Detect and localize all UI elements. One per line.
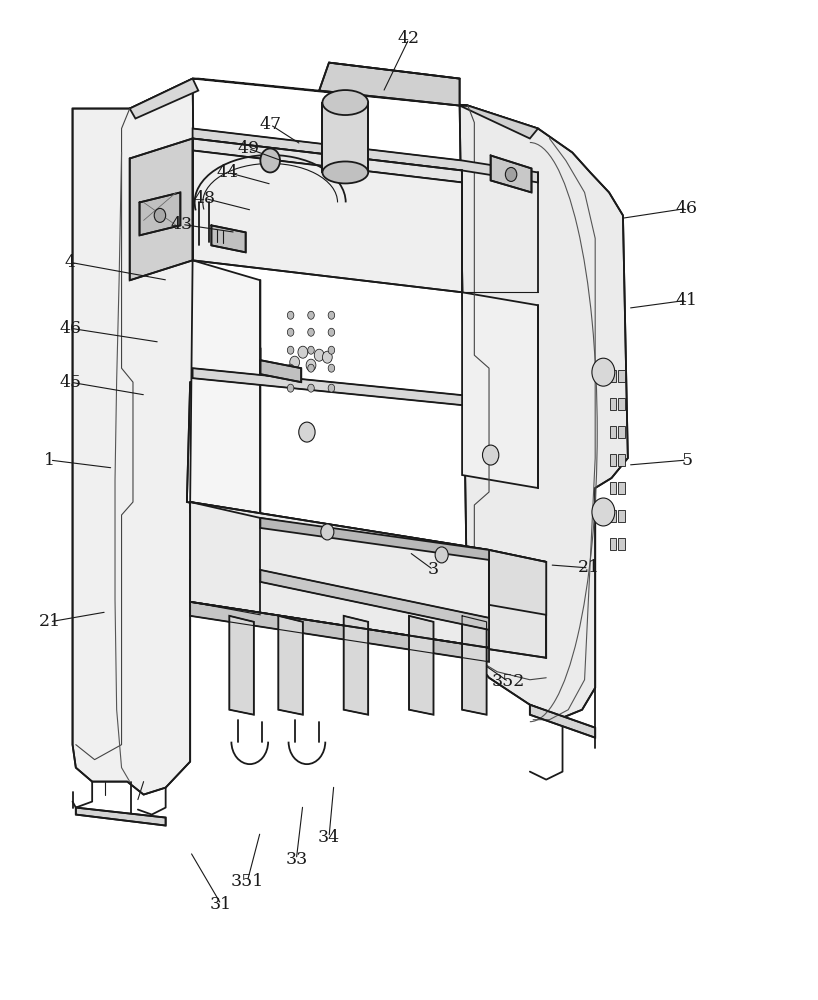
Circle shape (287, 384, 294, 392)
Polygon shape (462, 292, 538, 488)
Circle shape (314, 349, 324, 361)
Polygon shape (260, 360, 301, 382)
Polygon shape (278, 616, 303, 715)
Text: 43: 43 (171, 216, 193, 233)
Circle shape (287, 311, 294, 319)
Bar (610, 370, 617, 382)
Circle shape (308, 311, 314, 319)
Polygon shape (260, 518, 489, 560)
Bar (610, 482, 617, 494)
Polygon shape (460, 106, 538, 139)
Text: 44: 44 (217, 164, 239, 181)
Bar (618, 398, 625, 410)
Bar (618, 538, 625, 550)
Text: 41: 41 (676, 292, 698, 309)
Text: 21: 21 (38, 613, 61, 630)
Bar (610, 426, 617, 438)
Polygon shape (344, 616, 368, 715)
Bar (618, 454, 625, 466)
Bar (618, 482, 625, 494)
Polygon shape (192, 150, 462, 292)
Text: 31: 31 (210, 896, 232, 913)
Text: 48: 48 (194, 190, 216, 207)
Bar (618, 370, 625, 382)
Text: 46: 46 (676, 200, 698, 217)
Bar (610, 454, 617, 466)
Polygon shape (460, 106, 628, 718)
Circle shape (308, 384, 314, 392)
Circle shape (592, 358, 615, 386)
Polygon shape (140, 192, 180, 235)
Text: 34: 34 (318, 829, 340, 846)
Circle shape (260, 148, 280, 172)
Polygon shape (130, 139, 192, 280)
Polygon shape (462, 616, 487, 715)
Text: 49: 49 (237, 140, 259, 157)
Circle shape (308, 346, 314, 354)
Polygon shape (190, 260, 260, 518)
Circle shape (308, 328, 314, 336)
Circle shape (306, 359, 316, 371)
Text: 5: 5 (681, 452, 692, 469)
Bar (618, 510, 625, 522)
Circle shape (328, 311, 335, 319)
Circle shape (328, 364, 335, 372)
Text: 42: 42 (398, 30, 420, 47)
Polygon shape (190, 602, 489, 662)
Polygon shape (130, 79, 198, 119)
Polygon shape (211, 225, 245, 252)
Polygon shape (409, 616, 434, 715)
Bar (610, 510, 617, 522)
Circle shape (321, 524, 334, 540)
Polygon shape (530, 705, 596, 738)
Text: 33: 33 (285, 851, 308, 868)
Text: 1: 1 (44, 452, 55, 469)
Ellipse shape (322, 161, 368, 183)
Polygon shape (192, 368, 462, 405)
Bar (618, 426, 625, 438)
Text: 46: 46 (59, 320, 81, 337)
Circle shape (287, 364, 294, 372)
Polygon shape (260, 570, 489, 630)
Text: 352: 352 (492, 673, 525, 690)
Text: 47: 47 (259, 116, 281, 133)
Ellipse shape (322, 90, 368, 115)
Polygon shape (491, 155, 532, 192)
Circle shape (290, 356, 299, 368)
Polygon shape (319, 63, 460, 106)
Polygon shape (190, 502, 489, 648)
Polygon shape (73, 79, 260, 795)
Circle shape (483, 445, 499, 465)
Circle shape (299, 422, 315, 442)
Circle shape (328, 328, 335, 336)
Text: 351: 351 (231, 873, 264, 890)
Circle shape (435, 547, 448, 563)
Text: 3: 3 (428, 561, 439, 578)
Circle shape (506, 167, 517, 181)
Bar (610, 398, 617, 410)
Polygon shape (322, 103, 368, 172)
Circle shape (287, 346, 294, 354)
Circle shape (298, 346, 308, 358)
Polygon shape (192, 139, 462, 182)
Polygon shape (192, 79, 468, 106)
Circle shape (592, 498, 615, 526)
Polygon shape (190, 502, 546, 572)
Polygon shape (192, 129, 538, 182)
Polygon shape (489, 550, 546, 615)
Polygon shape (229, 616, 254, 715)
Bar (610, 538, 617, 550)
Polygon shape (76, 808, 166, 826)
Circle shape (308, 364, 314, 372)
Polygon shape (260, 518, 546, 658)
Circle shape (155, 208, 166, 222)
Circle shape (287, 328, 294, 336)
Circle shape (328, 346, 335, 354)
Text: 21: 21 (578, 559, 600, 576)
Circle shape (322, 351, 332, 363)
Text: 4: 4 (65, 254, 75, 271)
Circle shape (328, 384, 335, 392)
Text: 45: 45 (59, 374, 81, 391)
